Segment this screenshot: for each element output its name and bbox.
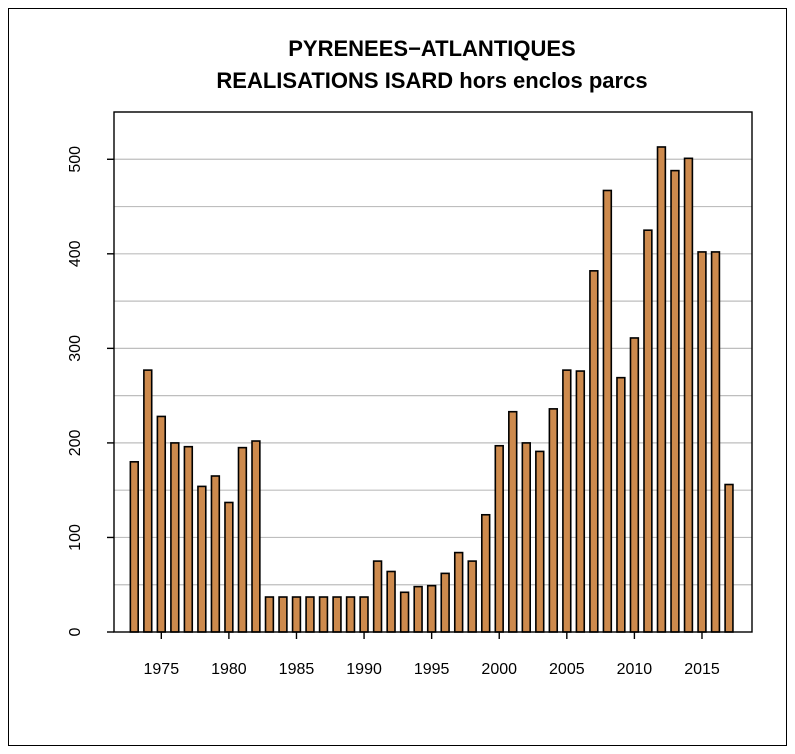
bar-1978 <box>197 485 207 633</box>
y-tick-label-300: 300 <box>67 335 84 362</box>
y-tick-label-100: 100 <box>67 524 84 551</box>
bar-2008 <box>602 189 613 633</box>
bar-1981 <box>237 446 248 633</box>
y-tick-label-0: 0 <box>67 627 84 636</box>
y-tick-label-500: 500 <box>67 146 84 173</box>
bar-2005 <box>562 369 572 633</box>
bar-1990 <box>359 596 369 633</box>
y-tick-label-400: 400 <box>67 240 84 267</box>
bar-2010 <box>629 337 640 633</box>
bar-1977 <box>183 445 194 633</box>
bar-1976 <box>170 442 180 633</box>
bar-2001 <box>508 410 518 633</box>
bar-1974 <box>143 369 153 633</box>
bar-2017 <box>724 483 734 633</box>
bar-1993 <box>399 591 410 633</box>
bar-1983 <box>264 596 275 633</box>
x-tick-label-1990: 1990 <box>346 661 382 678</box>
bar-1989 <box>345 596 356 633</box>
bar-1973 <box>129 461 139 633</box>
bar-1999 <box>480 513 491 633</box>
x-tick-label-1985: 1985 <box>279 661 315 678</box>
chart-title: PYRENEES−ATLANTIQUES <box>288 36 575 61</box>
bar-2004 <box>548 408 559 633</box>
bar-2007 <box>589 270 599 633</box>
bar-1985 <box>291 596 302 633</box>
bar-1995 <box>426 584 437 633</box>
bar-1984 <box>278 596 288 633</box>
y-tick-label-200: 200 <box>67 429 84 456</box>
bar-2011 <box>643 229 653 633</box>
plot-area-border <box>113 111 753 633</box>
bar-1991 <box>372 560 383 633</box>
bar-1979 <box>210 475 221 633</box>
bar-2006 <box>575 370 586 633</box>
x-tick-label-2000: 2000 <box>481 661 517 678</box>
bar-2016 <box>710 251 721 633</box>
x-tick-label-1995: 1995 <box>414 661 450 678</box>
bar-1988 <box>332 596 342 633</box>
bar-2013 <box>670 169 680 633</box>
bar-1996 <box>440 572 450 633</box>
bar-1986 <box>305 596 315 633</box>
bar-1975 <box>156 415 167 633</box>
x-tick-label-2010: 2010 <box>617 661 653 678</box>
x-axis: 1975 1980 1985 1990 1995 2000 2005 2010 2015 <box>144 632 720 678</box>
bar-2014 <box>683 157 694 633</box>
bar-1994 <box>413 585 423 633</box>
x-tick-label-1980: 1980 <box>211 661 247 678</box>
bar-1992 <box>386 570 396 633</box>
chart-subtitle: REALISATIONS ISARD hors enclos parcs <box>216 68 647 93</box>
bar-1998 <box>467 560 477 633</box>
bar-2012 <box>656 146 667 633</box>
bars <box>129 146 734 633</box>
y-axis: 0 100 200 300 400 500 <box>67 146 114 636</box>
bar-2015 <box>697 251 707 633</box>
bar-2002 <box>521 442 531 633</box>
bar-2000 <box>494 444 504 633</box>
bar-2003 <box>535 450 545 633</box>
x-tick-label-2015: 2015 <box>684 661 720 678</box>
bar-1980 <box>224 501 234 633</box>
x-tick-label-2005: 2005 <box>549 661 585 678</box>
bar-1997 <box>453 551 464 633</box>
bar-2009 <box>616 376 626 633</box>
grid-lines <box>114 111 752 586</box>
bar-1982 <box>251 440 261 633</box>
x-tick-label-1975: 1975 <box>144 661 180 678</box>
bar-1987 <box>318 596 329 633</box>
